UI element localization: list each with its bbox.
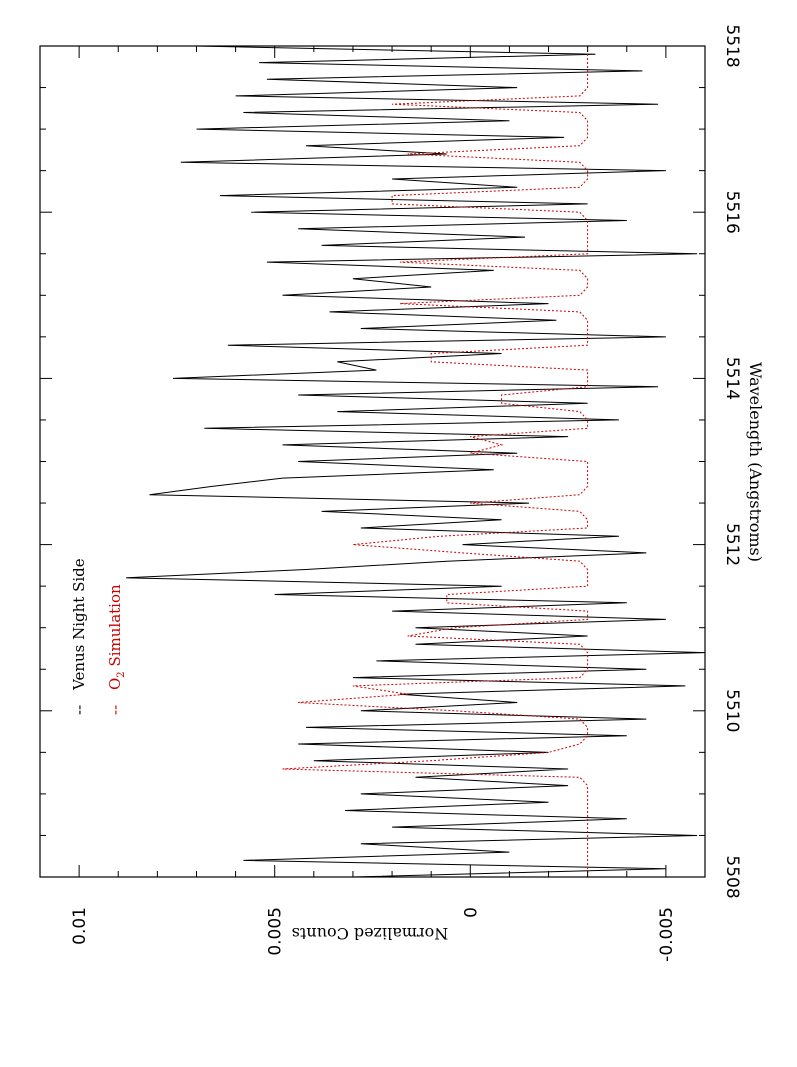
y-tick-label: 0.005 xyxy=(266,907,286,956)
legend-venus-label: Venus Night Side xyxy=(70,558,88,691)
y-tick-label: 0 xyxy=(461,907,481,918)
legend-o2-main: O xyxy=(106,678,124,690)
ticks-layer xyxy=(40,45,705,878)
x-tick-label: 5514 xyxy=(722,357,742,400)
series-line-1 xyxy=(282,46,589,877)
x-tick-label: 5508 xyxy=(722,855,742,898)
series-line-0 xyxy=(126,45,706,878)
x-tick-label: 5518 xyxy=(722,24,742,67)
x-tick-label: 5516 xyxy=(722,191,742,234)
legend-o2-rest: Simulation xyxy=(106,584,124,671)
plot-layer xyxy=(126,45,706,878)
x-tick-label: 5510 xyxy=(722,689,742,732)
legend-o2-label: O2 Simulation xyxy=(106,584,127,690)
labels-layer: 5508 5510 5512 5514 5516 5518 0.01 0.005 0 -0.005 xyxy=(70,24,742,961)
y-tick-label: 0.01 xyxy=(70,907,90,945)
legend: -- Venus Night Side -- O2 Simulation xyxy=(70,558,127,715)
y-tick-label: -0.005 xyxy=(657,907,677,962)
legend-o2-sub: 2 xyxy=(116,671,127,677)
y-axis-title: Normalized Counts xyxy=(292,924,449,943)
legend-black-prefix: -- xyxy=(70,705,88,715)
plot-frame xyxy=(39,45,706,878)
x-axis-title: Wavelength (Angstroms) xyxy=(746,362,765,562)
x-tick-label: 5512 xyxy=(722,523,742,566)
legend-red-prefix: -- xyxy=(106,705,124,715)
